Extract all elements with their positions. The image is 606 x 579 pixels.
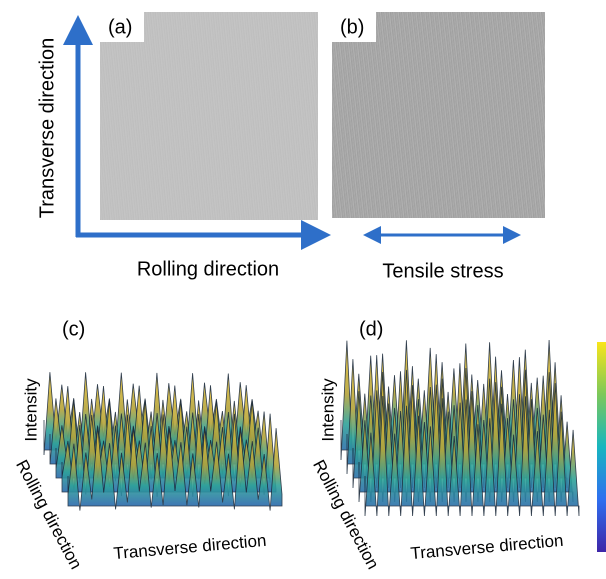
panel-label: (a) xyxy=(108,16,132,38)
panel-label: (d) xyxy=(359,318,383,340)
axis-label: Rolling direction xyxy=(137,258,279,280)
panel-label: (b) xyxy=(340,16,364,38)
axis-label: Transverse direction xyxy=(36,38,58,218)
axis-label: Tensile stress xyxy=(382,260,503,282)
figure: (a) (b) Transverse direction Rolling dir… xyxy=(0,0,606,579)
colorbar xyxy=(597,342,606,552)
axis-label: Transverse direction xyxy=(410,531,564,563)
panel-label: (c) xyxy=(62,318,85,340)
axis-label: Intensity xyxy=(21,378,40,442)
axis-label: Intensity xyxy=(318,378,337,442)
axis-label: Transverse direction xyxy=(113,531,267,563)
